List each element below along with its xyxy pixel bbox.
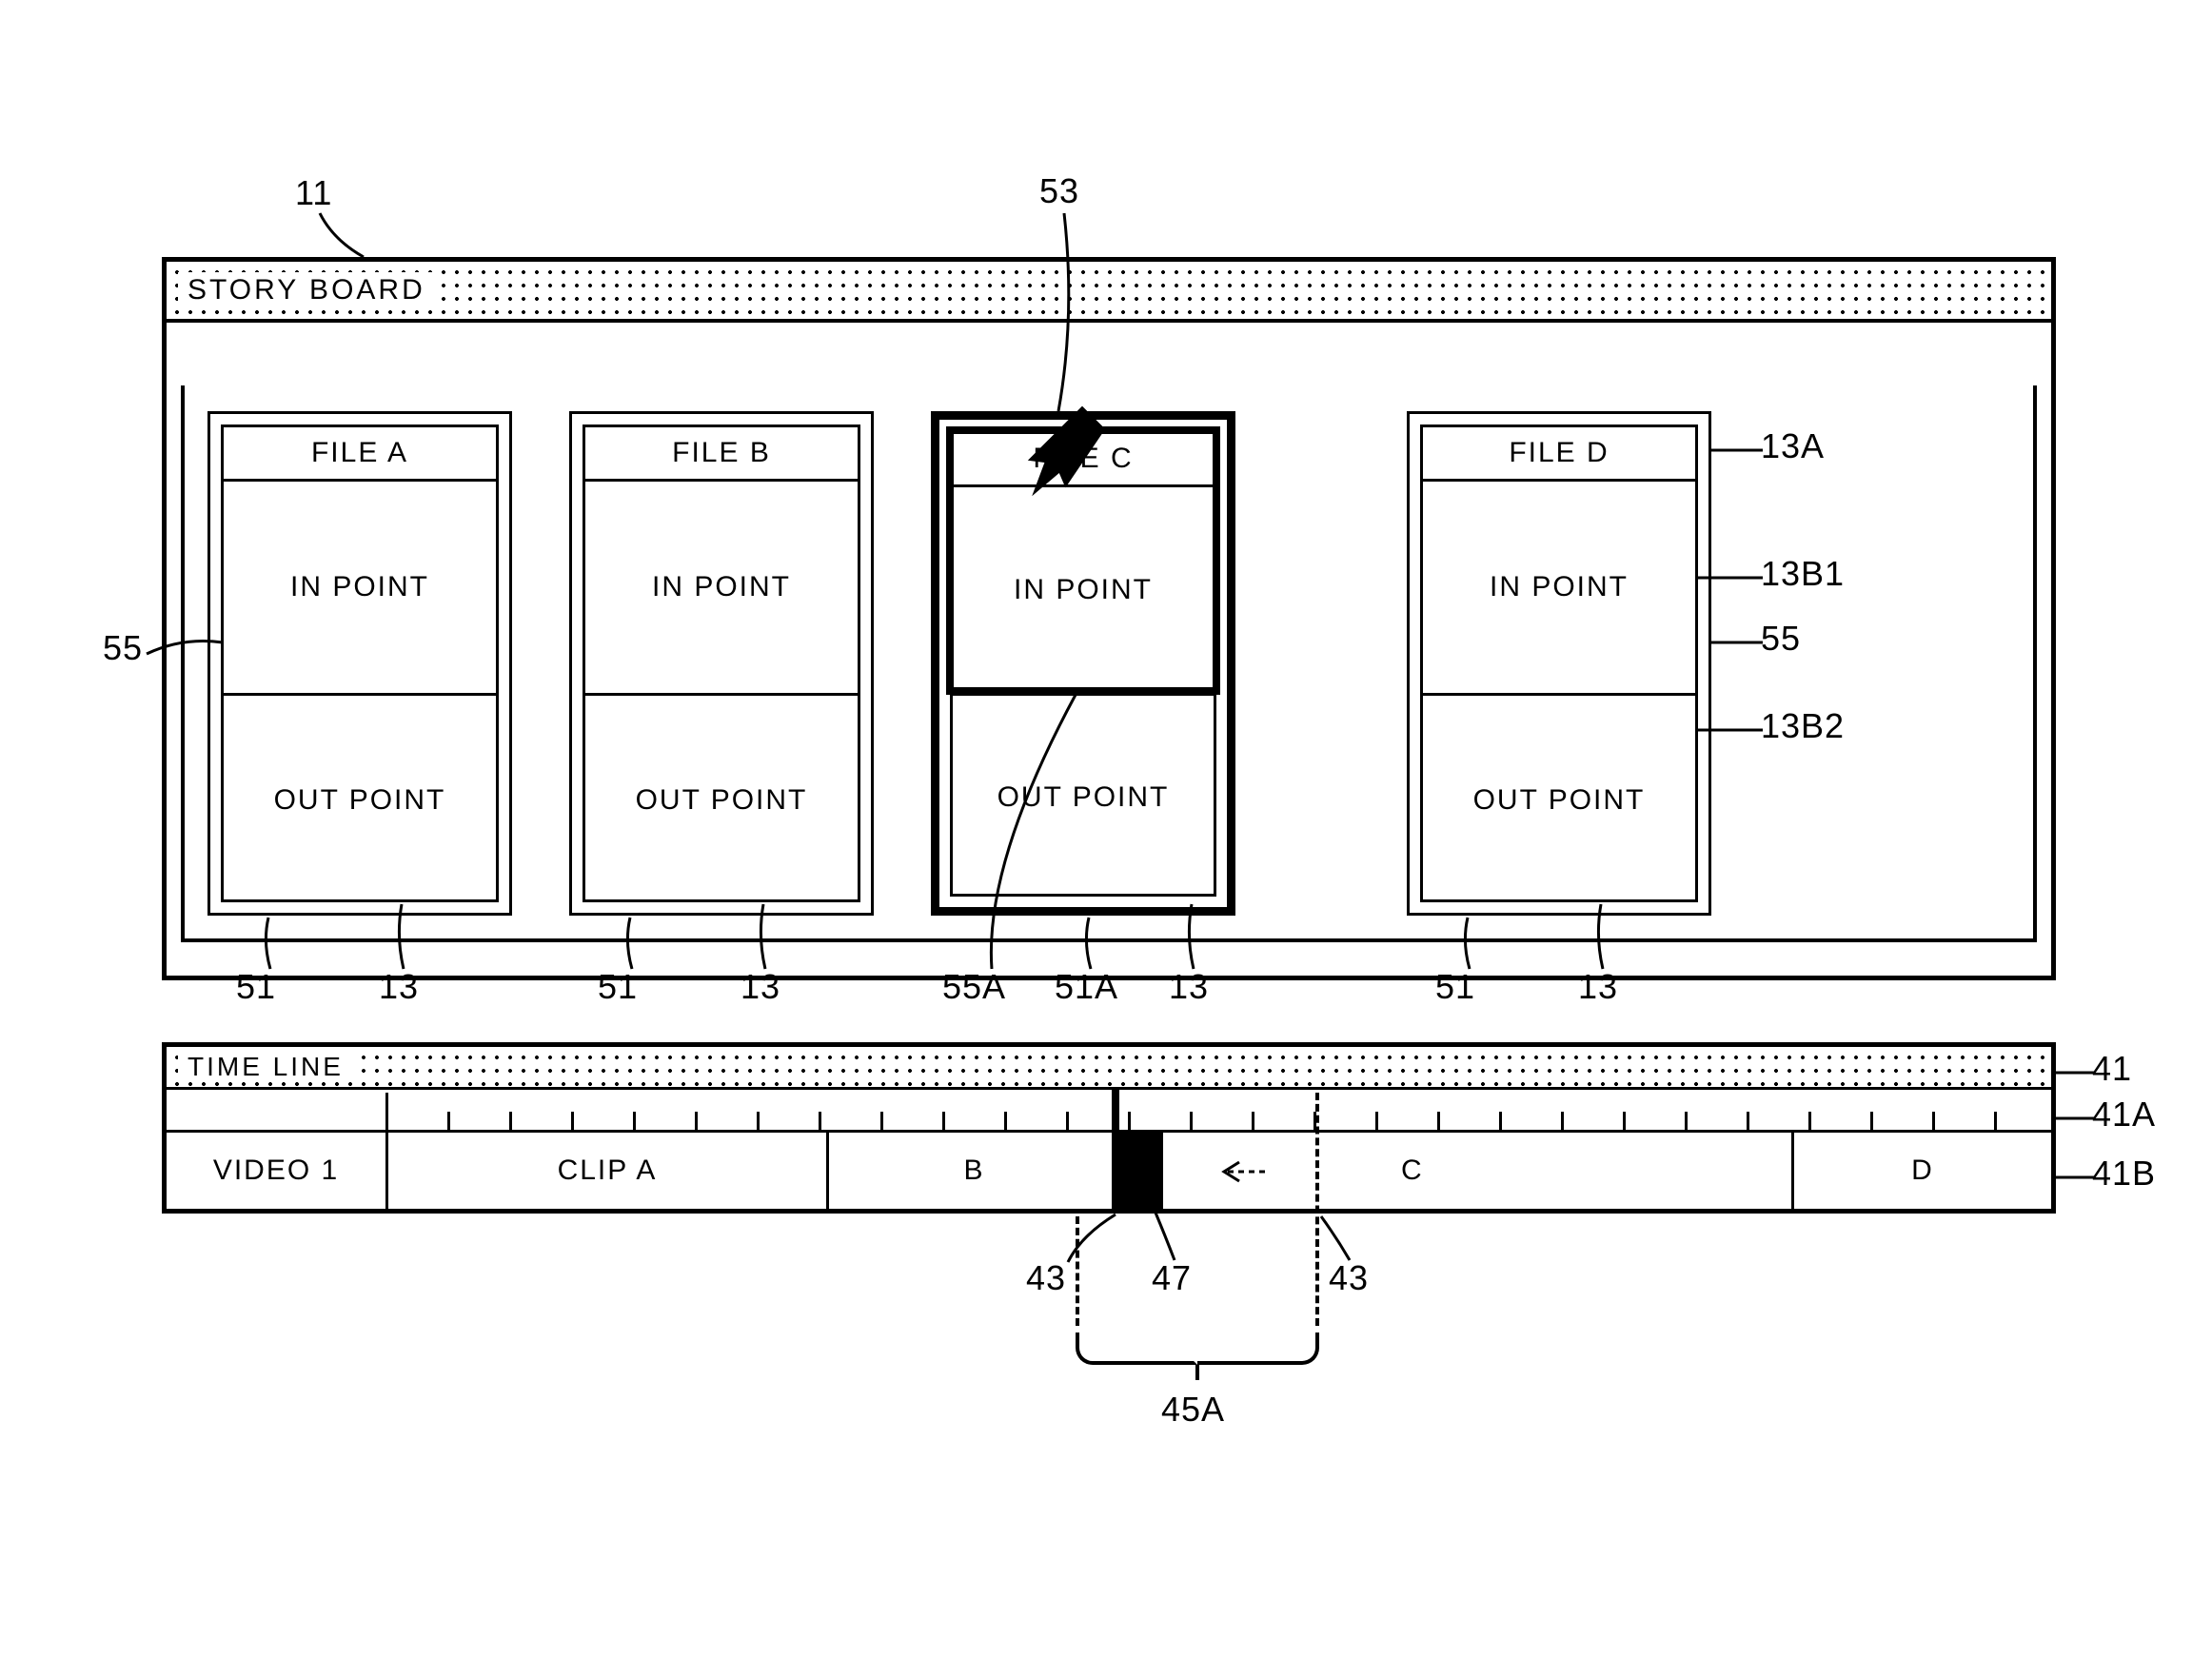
clip-slice[interactable] [1122, 1133, 1163, 1209]
timeline-titlebar: TIME LINE [167, 1047, 2051, 1090]
card-d-inner: FILE D IN POINT OUT POINT [1420, 424, 1698, 902]
lead-13-a [386, 902, 415, 971]
lead-13-c [1176, 902, 1205, 971]
lead-13-b [748, 902, 777, 971]
lead-51-b [617, 916, 645, 971]
lead-43-left [1064, 1213, 1121, 1264]
lead-41B [2056, 1173, 2094, 1182]
ref-53: 53 [1039, 171, 1079, 211]
card-b-in: IN POINT [585, 482, 858, 696]
lead-55-left [145, 633, 226, 661]
timeline-dashed-marker [1315, 1093, 1319, 1326]
ref-55A: 55A [942, 967, 1006, 1007]
lead-43-right [1319, 1214, 1357, 1262]
lead-51-d [1454, 916, 1483, 971]
clip-c[interactable]: C [1163, 1133, 1794, 1209]
ref-13B2: 13B2 [1761, 706, 1845, 746]
card-d-title: FILE D [1423, 427, 1695, 482]
ref-13B1: 13B1 [1761, 554, 1845, 594]
ref-41: 41 [2092, 1049, 2132, 1089]
timeline-ruler-mask [388, 1093, 2049, 1112]
ref-43-right: 43 [1329, 1258, 1369, 1298]
lead-41 [2056, 1068, 2094, 1077]
clip-b[interactable]: B [829, 1133, 1122, 1209]
lead-55-right [1711, 636, 1763, 649]
timeline-cursor[interactable] [1112, 1090, 1119, 1211]
ref-47: 47 [1152, 1258, 1192, 1298]
ref-45A: 45A [1161, 1390, 1225, 1430]
lead-13A [1711, 444, 1763, 457]
lead-53 [1047, 211, 1085, 416]
ref-51-a: 51 [236, 967, 276, 1007]
timeline-title-bg: TIME LINE [178, 1052, 353, 1082]
lead-13-d [1586, 902, 1614, 971]
card-d-out: OUT POINT [1423, 696, 1695, 905]
card-a-inner: FILE A IN POINT OUT POINT [221, 424, 499, 902]
diagram-canvas: STORY BOARD FILE A IN POINT OUT POINT FI… [0, 0, 2212, 1678]
card-a-title: FILE A [224, 427, 496, 482]
lead-41A [2056, 1114, 2094, 1123]
lead-51-a [255, 916, 284, 971]
ref-13-d: 13 [1578, 967, 1618, 1007]
ref-41A: 41A [2092, 1095, 2156, 1135]
ref-43-left: 43 [1026, 1258, 1066, 1298]
card-b-out: OUT POINT [585, 696, 858, 905]
lead-13B1 [1696, 571, 1763, 584]
timeline-track-label: VIDEO 1 [167, 1133, 388, 1209]
lead-47 [1152, 1211, 1186, 1262]
ref-55-left: 55 [103, 628, 143, 668]
ref-13-a: 13 [379, 967, 419, 1007]
ref-51A: 51A [1055, 967, 1118, 1007]
clip-a[interactable]: CLIP A [388, 1133, 829, 1209]
ref-41B: 41B [2092, 1154, 2156, 1194]
clip-c-label: C [1401, 1155, 1424, 1187]
storyboard-titlebar: STORY BOARD [167, 262, 2051, 323]
timeline-ruler [167, 1093, 2051, 1133]
ref-51-b: 51 [598, 967, 638, 1007]
ref-55-right: 55 [1761, 619, 1801, 659]
ref-11: 11 [295, 173, 332, 213]
clip-d[interactable]: D [1794, 1133, 2051, 1209]
ref-51-d: 51 [1435, 967, 1475, 1007]
storyboard-title-bg: STORY BOARD [178, 272, 435, 308]
card-c-in: IN POINT [953, 487, 1214, 696]
lead-51A [1074, 916, 1102, 971]
lead-11 [314, 211, 371, 264]
ref-13-c: 13 [1169, 967, 1209, 1007]
card-b-title: FILE B [585, 427, 858, 482]
shift-arrow-icon [1220, 1159, 1268, 1184]
card-a-out: OUT POINT [224, 696, 496, 905]
card-d-in: IN POINT [1423, 482, 1695, 696]
ref-13-b: 13 [741, 967, 780, 1007]
card-a-in: IN POINT [224, 482, 496, 696]
timeline-track-row: VIDEO 1 CLIP A B C D [167, 1133, 2051, 1209]
lead-55A [980, 693, 1085, 971]
ref-13A: 13A [1761, 426, 1825, 466]
lead-13B2 [1696, 723, 1763, 737]
clip-d-label: D [1911, 1155, 1934, 1187]
brace-45a [1076, 1333, 1319, 1365]
card-b-inner: FILE B IN POINT OUT POINT [583, 424, 860, 902]
